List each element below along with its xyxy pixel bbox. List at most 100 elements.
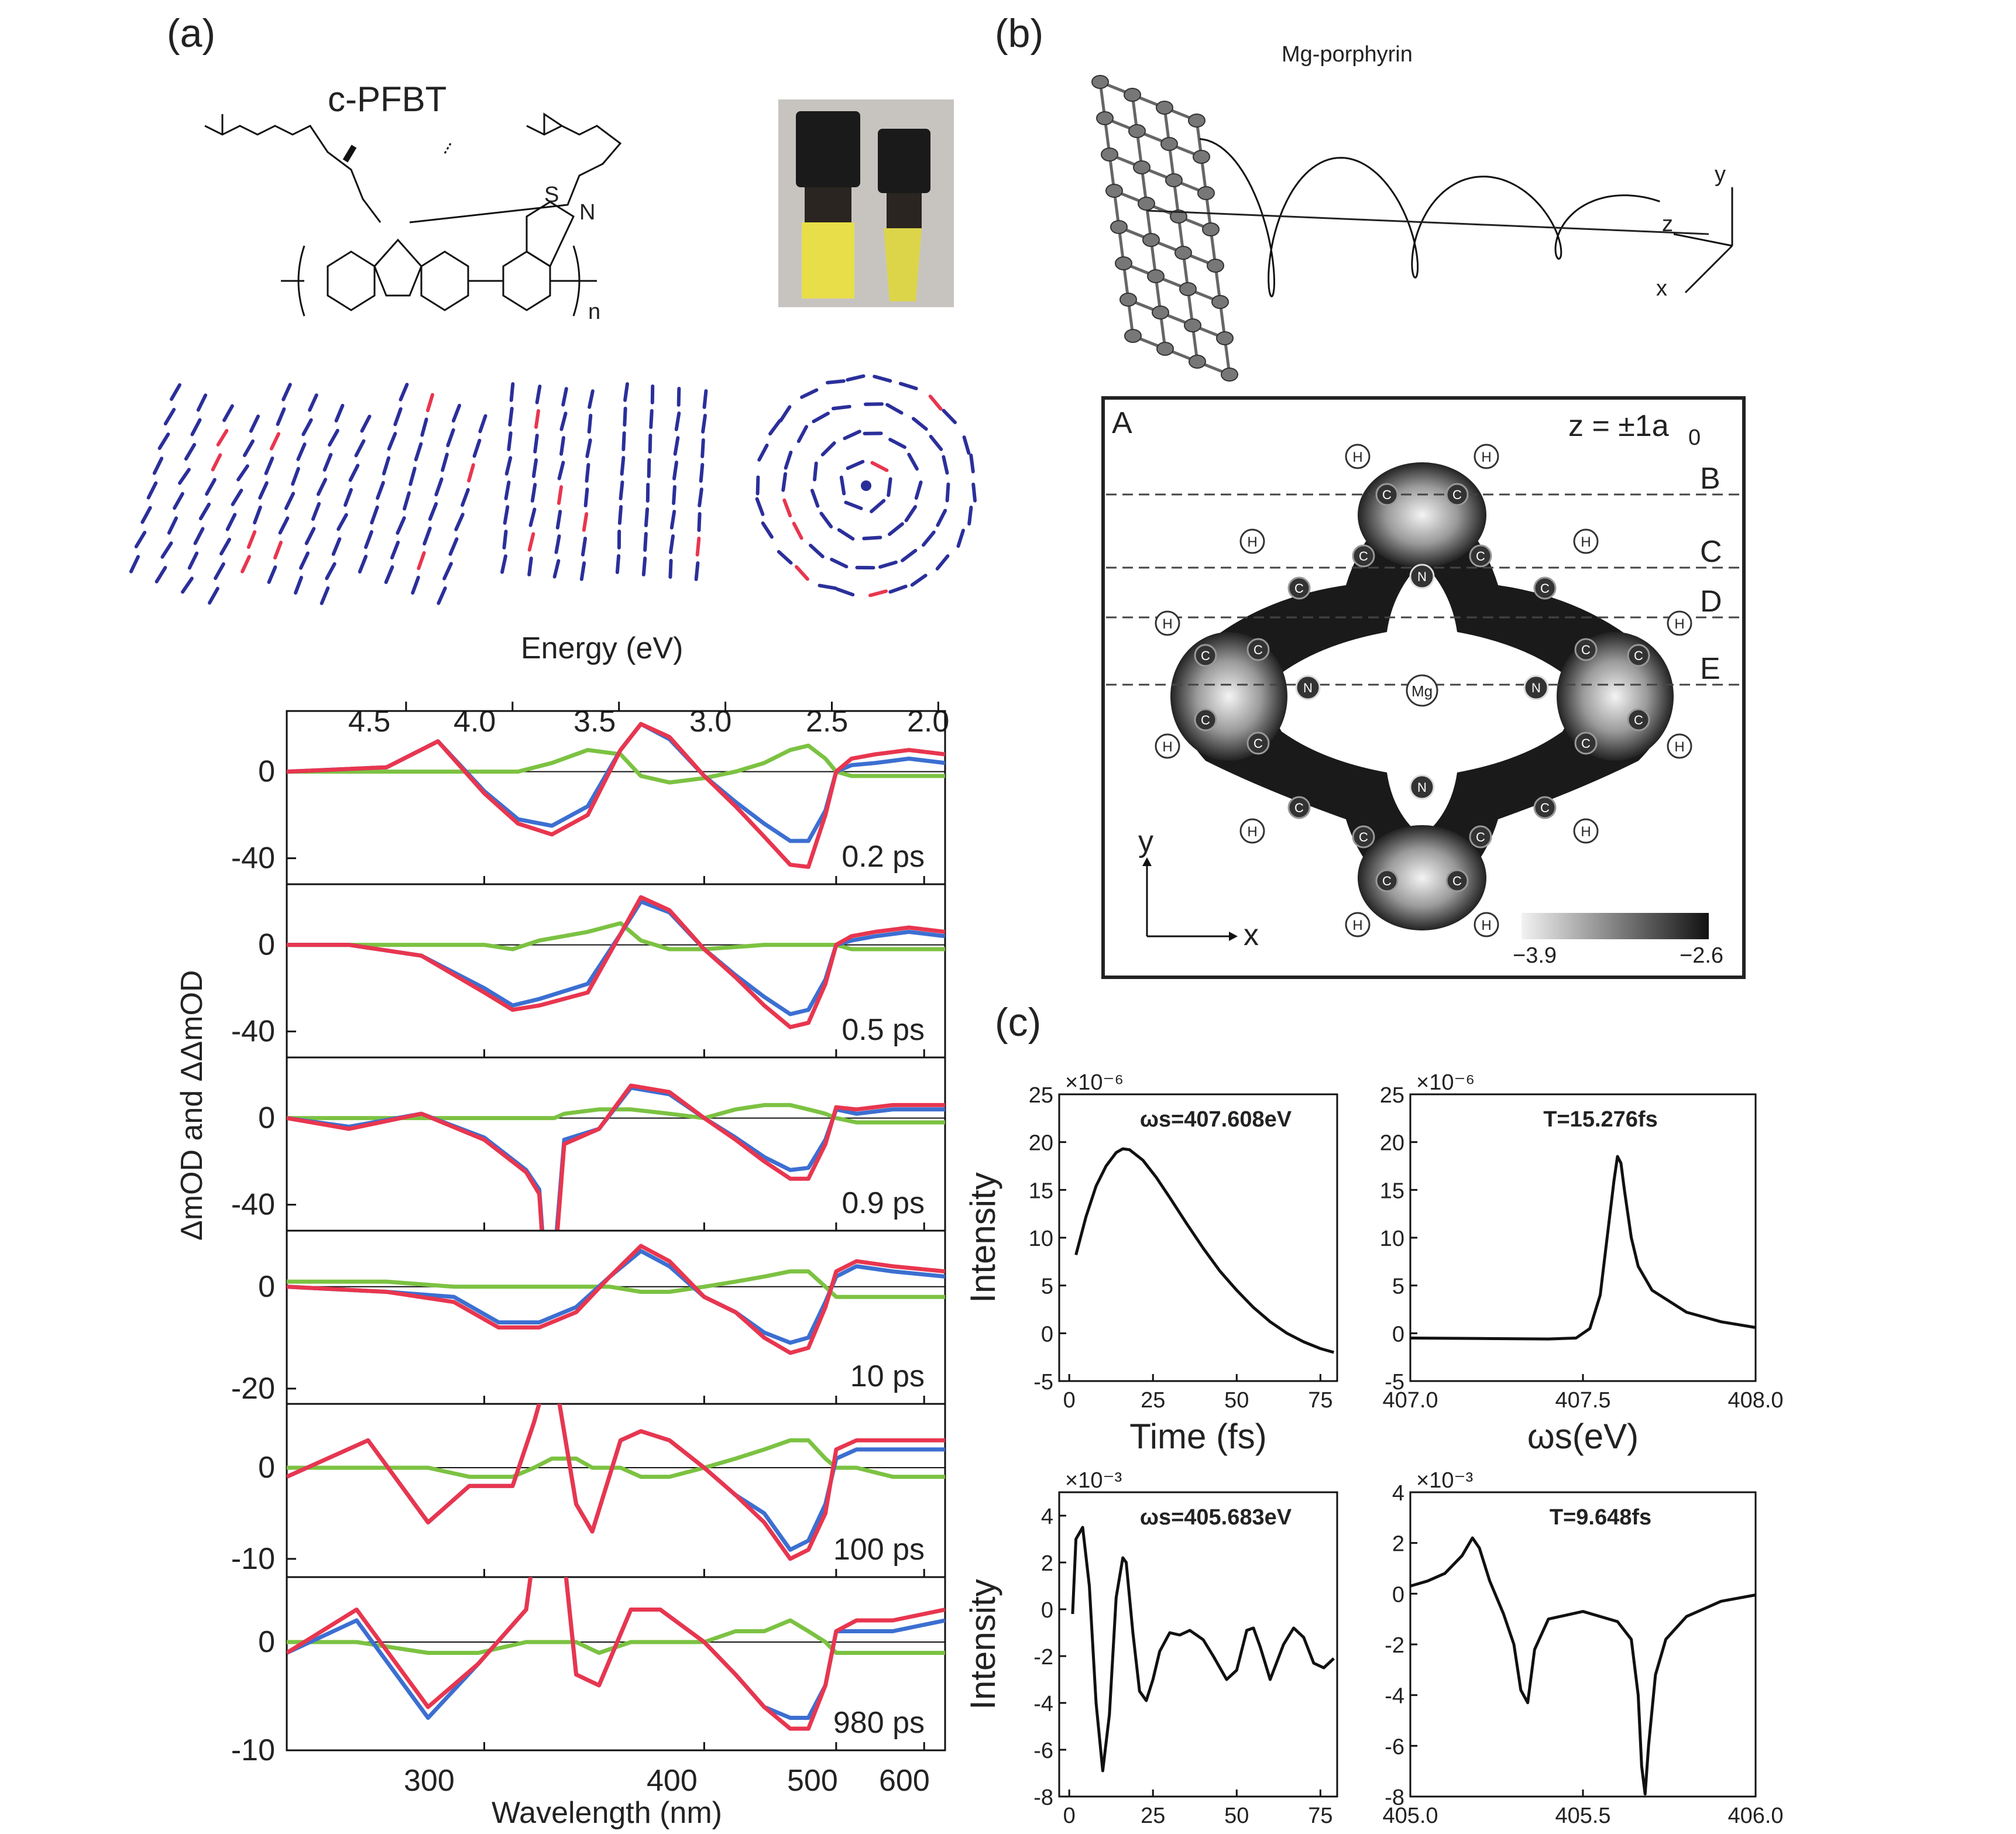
alignment-rod [170,383,181,401]
c-y-tick-label: -8 [1385,1785,1404,1810]
circular-rod [820,441,836,456]
alignment-rod [699,463,705,483]
methyl-wedge-left [342,145,357,163]
alignment-rod [243,439,255,458]
circular-rod [777,549,793,565]
c-y-tick-label: 4 [1041,1505,1053,1529]
alignment-rod [390,540,400,560]
red-series-line [287,1577,945,1731]
alignment-rod [533,434,539,454]
carbon-label: C [1581,643,1591,657]
alignment-rod [411,575,420,595]
circular-rod [800,388,819,399]
alignment-rod [472,438,482,458]
alignment-rod [154,566,167,583]
alignment-rod [648,434,652,454]
alignment-rod [196,393,208,412]
c-x-axis-title: ωs(eV) [1527,1417,1639,1456]
pyrrole-cloud-left [1170,632,1287,761]
carbon-atom [1375,869,1399,892]
porphyrin-atom [1142,233,1160,247]
c-y-tick-label: 5 [1392,1275,1404,1299]
c-annotation: T=9.648fs [1550,1505,1651,1530]
nitrogen-atom [1295,675,1321,700]
cut-label-C: C [1700,535,1722,569]
time-delay-label: 980 ps [833,1706,925,1740]
porphyrin-atom [1170,209,1187,224]
repeat-subscript-n: n [588,300,600,324]
c-plot-frame [1058,1491,1338,1798]
nitrogen-atom [1523,675,1549,700]
alignment-rod [694,561,700,581]
alignment-rod [615,554,621,574]
carbon-atom [1533,576,1557,600]
alignment-rod [364,530,373,549]
alignment-rod [299,551,310,570]
c-x-axis-title: ωs(eV) [1527,1832,1639,1834]
circular-rod [810,489,820,508]
alignment-rod [167,516,178,535]
c-data-line [1074,1147,1334,1354]
alignment-rod [559,436,565,456]
porphyrin-atom [1184,318,1201,332]
c-y-tick-label: 20 [1380,1131,1404,1156]
alignment-rod [583,487,589,507]
z-plane-subscript: 0 [1688,425,1701,450]
alignment-rod [190,418,202,437]
c-y-tick-label: -2 [1033,1645,1053,1670]
circular-rod [967,506,973,526]
alignment-rod [669,510,676,530]
alignment-rod [641,557,647,576]
alignment-rod [695,537,701,557]
c-scale-factor: ×10⁻³ [1065,1468,1122,1493]
alignment-rod [322,453,333,472]
cuvette-holder-right [878,129,930,193]
porphyrin-atom [1174,246,1192,260]
c-x-tick-label: 406.0 [1727,1804,1783,1828]
carbon-label: C [1201,648,1210,663]
nitrogen-label: N [1417,780,1427,795]
alignment-rod [152,456,164,475]
alignment-rod [554,534,561,554]
panel-label-b: (b) [995,11,1043,56]
circular-rod [904,505,918,523]
c-x-tick-label: 407.5 [1555,1388,1610,1413]
coord-y-label: y [1715,162,1726,187]
helical-trajectory [1199,138,1660,298]
ta-spectra-stack: Energy (eV) Wavelength (nm) ΔmOD and ΔΔm… [175,631,949,1830]
alignment-rod [504,480,511,500]
alignment-rod [308,393,318,412]
circular-rod [784,451,793,470]
circular-rod [935,554,950,571]
alignment-rod [387,432,397,451]
porphyrin-atom [1133,160,1150,174]
alignment-rod [214,562,225,581]
c-annotation: T=15.276fs [1543,1107,1657,1132]
porphyrin-atom [1124,88,1141,102]
carbon-atom [1469,544,1492,568]
hydrogen-atom [1474,912,1499,937]
c-y-tick-label: -4 [1033,1692,1053,1716]
alignment-rod [344,487,353,507]
alignment-rod [557,485,564,505]
carbon-label: C [1540,801,1550,815]
time-delay-label: 0.5 ps [842,1013,925,1047]
y-tick-label: 0 [258,1451,275,1485]
mg-label: Mg [1411,682,1433,700]
c-x-tick-label: 0 [1063,1388,1076,1413]
fluorene-ring-left [327,250,376,311]
alignment-rod [205,478,217,496]
cuvette-photo [778,99,954,307]
alignment-rod [216,429,229,447]
mg-atom [1406,674,1438,707]
carbon-atom [1194,708,1217,731]
alignment-rod [508,407,514,427]
c-scale-factor: ×10⁻³ [1416,1468,1473,1493]
alignment-rod [500,554,507,574]
alignment-rod [585,463,590,483]
cut-label-E: E [1700,652,1720,686]
wavelength-tick-600: 600 [879,1764,930,1798]
alignment-rod [503,505,510,525]
map-x-axis-label: x [1244,918,1259,952]
alignment-motifs [129,374,977,605]
